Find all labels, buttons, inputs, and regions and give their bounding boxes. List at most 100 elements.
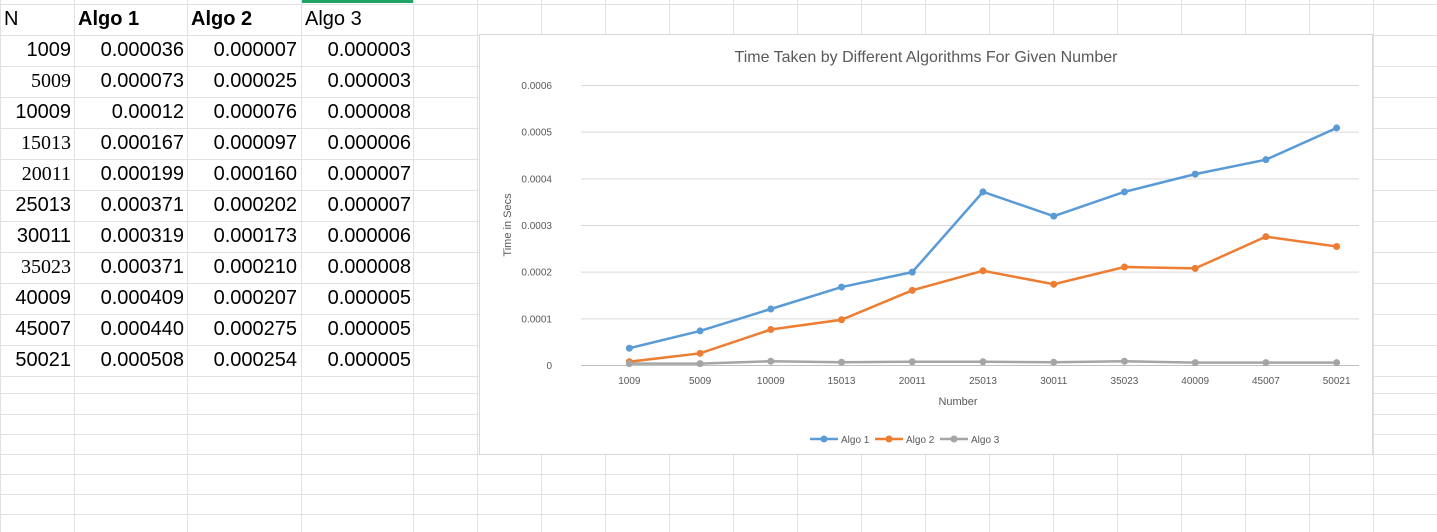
- data-point: [1262, 156, 1270, 164]
- data-point: [908, 268, 916, 276]
- table-cell[interactable]: 0.000007: [213, 39, 297, 61]
- legend-label: Algo 1: [841, 435, 870, 446]
- y-tick-label: 0.0002: [521, 268, 552, 279]
- y-axis-ticks: 0 0.0001 0.0002 0.0003 0.0004 0.0005 0.0006: [521, 81, 552, 372]
- series-line: [629, 126, 1338, 350]
- x-tick-label: 1009: [618, 376, 641, 387]
- legend-item: Algo 2: [875, 435, 935, 446]
- table-cell[interactable]: 0.000167: [100, 132, 184, 154]
- table-cell[interactable]: 0.000160: [213, 163, 297, 185]
- data-point: [979, 358, 987, 366]
- data-point: [625, 360, 633, 368]
- table-cell[interactable]: 0.000210: [213, 256, 297, 278]
- data-point: [1191, 264, 1199, 272]
- table-cell[interactable]: 0.000036: [100, 39, 184, 61]
- table-cell[interactable]: 0.000005: [327, 287, 411, 309]
- table-cell[interactable]: 10009: [15, 101, 71, 123]
- legend-marker: [950, 435, 958, 443]
- table-cell[interactable]: 40009: [15, 287, 71, 309]
- table-cell[interactable]: 0.000008: [327, 101, 411, 123]
- data-point: [767, 305, 775, 313]
- table-cell[interactable]: 0.000371: [100, 194, 184, 216]
- table-cell[interactable]: 0.000006: [327, 132, 411, 154]
- table-cell[interactable]: 20011: [21, 163, 71, 185]
- table-cell[interactable]: 50021: [15, 349, 71, 371]
- x-tick-label: 5009: [689, 376, 712, 387]
- data-point: [1333, 124, 1341, 132]
- series-algo2: [625, 233, 1341, 366]
- table-cell[interactable]: 0.000003: [327, 70, 411, 92]
- data-point: [838, 283, 846, 291]
- table-cell[interactable]: 15013: [21, 132, 71, 154]
- y-tick-label: 0.0005: [521, 128, 552, 139]
- y-tick-label: 0.0006: [521, 81, 552, 92]
- table-cell[interactable]: 0.000319: [100, 225, 184, 247]
- data-point: [696, 349, 704, 357]
- data-point: [1120, 263, 1128, 271]
- table-cell[interactable]: 0.000003: [327, 39, 411, 61]
- data-point: [1262, 233, 1270, 241]
- table-cell[interactable]: 0.000005: [327, 349, 411, 371]
- chart-legend: Algo 1 Algo 2 Algo 3: [810, 435, 1000, 446]
- table-cell[interactable]: 25013: [15, 194, 71, 216]
- table-cell[interactable]: 0.000073: [100, 70, 184, 92]
- chart-canvas: Time Taken by Different Algorithms For G…: [502, 49, 1359, 446]
- header-cell-algo2[interactable]: Algo 2: [191, 8, 253, 30]
- x-tick-label: 20011: [899, 376, 927, 387]
- legend-item: Algo 3: [940, 435, 1000, 446]
- data-point: [767, 326, 775, 334]
- header-cell-algo1[interactable]: Algo 1: [78, 8, 140, 30]
- header-cell-algo3[interactable]: Algo 3: [305, 8, 362, 30]
- line-chart[interactable]: Time Taken by Different Algorithms For G…: [479, 34, 1373, 455]
- x-tick-label: 10009: [757, 376, 785, 387]
- x-tick-label: 15013: [828, 376, 856, 387]
- x-tick-label: 45007: [1252, 376, 1280, 387]
- table-cell[interactable]: 0.000207: [213, 287, 297, 309]
- x-tick-label: 50021: [1323, 376, 1351, 387]
- table-cell[interactable]: 0.000007: [327, 163, 411, 185]
- table-cell[interactable]: 0.000025: [213, 70, 297, 92]
- data-point: [767, 357, 775, 365]
- data-point: [979, 188, 987, 196]
- table-cell[interactable]: 0.000076: [213, 101, 297, 123]
- table-cell[interactable]: 0.000097: [213, 132, 297, 154]
- table-cell[interactable]: 0.000173: [213, 225, 297, 247]
- table-cell[interactable]: 0.000371: [100, 256, 184, 278]
- data-point: [1191, 359, 1199, 367]
- data-point: [908, 286, 916, 294]
- data-point: [696, 327, 704, 335]
- table-cell[interactable]: 0.000440: [100, 318, 184, 340]
- series-line: [629, 235, 1337, 363]
- table-cell[interactable]: 35023: [21, 256, 71, 278]
- data-point: [838, 316, 846, 324]
- y-tick-label: 0.0001: [521, 314, 552, 325]
- table-cell[interactable]: 0.000254: [213, 349, 297, 371]
- chart-title: Time Taken by Different Algorithms For G…: [735, 49, 1119, 66]
- table-cell[interactable]: 0.000409: [100, 287, 184, 309]
- x-tick-label: 30011: [1040, 376, 1068, 387]
- table-cell[interactable]: 0.000199: [100, 163, 184, 185]
- data-point: [1262, 359, 1270, 367]
- data-point: [1333, 242, 1341, 250]
- y-tick-label: 0: [546, 361, 552, 372]
- series-algo1: [625, 124, 1341, 352]
- table-cell[interactable]: 0.000005: [327, 318, 411, 340]
- table-cell[interactable]: 0.00012: [111, 101, 184, 123]
- table-cell[interactable]: 0.000202: [213, 194, 297, 216]
- series-lines: [625, 124, 1341, 368]
- table-cell[interactable]: 5009: [31, 70, 71, 92]
- table-cell[interactable]: 1009: [26, 39, 72, 61]
- data-point: [1333, 359, 1341, 367]
- table-cell[interactable]: 0.000508: [100, 349, 184, 371]
- header-cell-n[interactable]: N: [4, 8, 19, 30]
- legend-label: Algo 2: [906, 435, 935, 446]
- table-cell[interactable]: 45007: [15, 318, 71, 340]
- selected-cell-indicator: [302, 0, 413, 3]
- table-cell[interactable]: 0.000007: [327, 194, 411, 216]
- x-tick-label: 35023: [1111, 376, 1139, 387]
- table-cell[interactable]: 0.000006: [327, 225, 411, 247]
- legend-item: Algo 1: [810, 435, 870, 446]
- table-cell[interactable]: 30011: [16, 225, 71, 247]
- table-cell[interactable]: 0.000275: [213, 318, 297, 340]
- table-cell[interactable]: 0.000008: [327, 256, 411, 278]
